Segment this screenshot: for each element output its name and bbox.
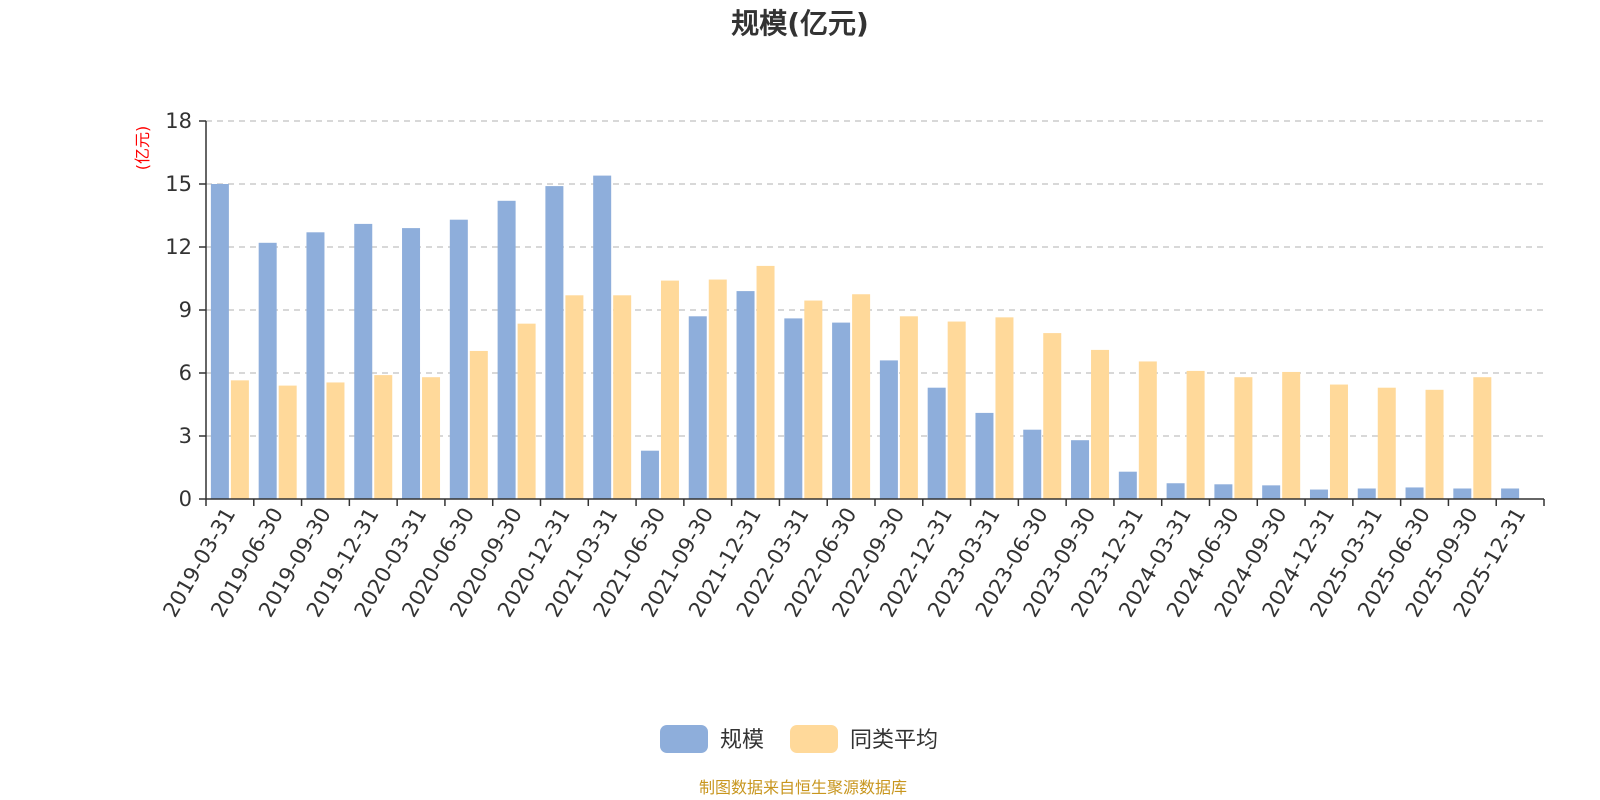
bar-series-2[interactable] <box>1091 349 1110 499</box>
bar-series-1[interactable] <box>688 316 707 499</box>
legend-item-series-2[interactable]: 同类平均 <box>790 725 938 753</box>
bar-series-2[interactable] <box>230 380 249 499</box>
bar-series-1[interactable] <box>1405 487 1424 499</box>
bar-series-1[interactable] <box>736 291 755 499</box>
bar-series-1[interactable] <box>497 200 516 500</box>
bar-series-1[interactable] <box>832 322 851 499</box>
bar-series-2[interactable] <box>1043 333 1062 499</box>
y-tick-label: 3 <box>179 424 192 448</box>
bar-series-2[interactable] <box>1186 370 1205 499</box>
bar-series-2[interactable] <box>422 377 441 499</box>
y-tick-label: 12 <box>165 235 192 259</box>
bar-series-1[interactable] <box>927 387 946 499</box>
bar-series-1[interactable] <box>449 219 468 499</box>
bar-series-1[interactable] <box>879 360 898 499</box>
bar-series-1[interactable] <box>1071 440 1090 499</box>
bar-series-1[interactable] <box>1453 488 1472 500</box>
axes <box>205 121 1545 506</box>
bar-series-2[interactable] <box>613 295 632 499</box>
bar-series-2[interactable] <box>899 316 918 499</box>
bar-series-1[interactable] <box>593 175 612 499</box>
bar-series-2[interactable] <box>517 323 536 499</box>
bar-series-2[interactable] <box>1473 377 1492 499</box>
chart-title: 规模(亿元) <box>731 7 869 40</box>
y-tick-label: 9 <box>179 298 192 322</box>
y-tick-label: 18 <box>165 109 192 133</box>
bar-series-1[interactable] <box>1214 484 1233 499</box>
bar-series-1[interactable] <box>258 242 277 500</box>
legend-swatch-series-2 <box>790 725 838 753</box>
legend: 规模 同类平均 <box>660 725 938 753</box>
bar-series-2[interactable] <box>1234 377 1253 499</box>
bar-series-2[interactable] <box>756 265 775 499</box>
legend-item-series-1[interactable]: 规模 <box>660 725 764 753</box>
bar-series-1[interactable] <box>1357 488 1376 500</box>
bar-series-1[interactable] <box>354 223 373 499</box>
bar-series-1[interactable] <box>1262 485 1281 499</box>
bar-series-1[interactable] <box>1166 483 1185 499</box>
source-note: 制图数据来自恒生聚源数据库 <box>699 778 907 797</box>
legend-swatch-series-1 <box>660 725 708 753</box>
bar-series-2[interactable] <box>852 294 871 499</box>
y-axis-unit-label: (亿元) <box>133 126 152 171</box>
bar-series-2[interactable] <box>804 300 823 499</box>
bar-series-1[interactable] <box>1118 471 1137 499</box>
y-tick-label: 6 <box>179 361 192 385</box>
bar-series-1[interactable] <box>210 184 229 499</box>
bar-series-2[interactable] <box>565 295 584 499</box>
bar-series-2[interactable] <box>374 375 393 499</box>
bar-series-1[interactable] <box>1309 489 1328 499</box>
bar-series-1[interactable] <box>545 186 564 499</box>
bar-series-1[interactable] <box>640 450 659 499</box>
bar-series-2[interactable] <box>708 279 727 499</box>
y-tick-label: 0 <box>179 487 192 511</box>
bar-series-1[interactable] <box>1023 429 1042 499</box>
bar-series-1[interactable] <box>306 232 325 500</box>
bar-series-2[interactable] <box>469 350 488 499</box>
bar-series-2[interactable] <box>1138 361 1157 499</box>
bar-series-1[interactable] <box>1501 488 1520 500</box>
bar-series-2[interactable] <box>995 317 1014 499</box>
bar-series-2[interactable] <box>1329 384 1348 499</box>
bar-series-2[interactable] <box>947 321 966 499</box>
y-axis-labels: 0 3 6 9 12 15 18 <box>165 109 192 511</box>
bar-series-2[interactable] <box>1377 387 1396 499</box>
bar-series-2[interactable] <box>278 385 297 499</box>
x-axis-labels: 2019-03-312019-06-302019-09-302019-12-31… <box>158 504 1530 622</box>
bar-series-1[interactable] <box>975 412 994 499</box>
legend-label-series-2: 同类平均 <box>850 728 938 753</box>
bar-series-2[interactable] <box>660 280 679 499</box>
bars <box>210 175 1520 500</box>
bar-series-1[interactable] <box>402 228 421 499</box>
legend-label-series-1: 规模 <box>720 728 764 753</box>
bar-series-2[interactable] <box>1425 389 1444 499</box>
bar-series-2[interactable] <box>326 382 345 499</box>
bar-series-2[interactable] <box>1282 371 1301 499</box>
y-tick-label: 15 <box>165 172 192 196</box>
bar-series-1[interactable] <box>784 318 803 499</box>
